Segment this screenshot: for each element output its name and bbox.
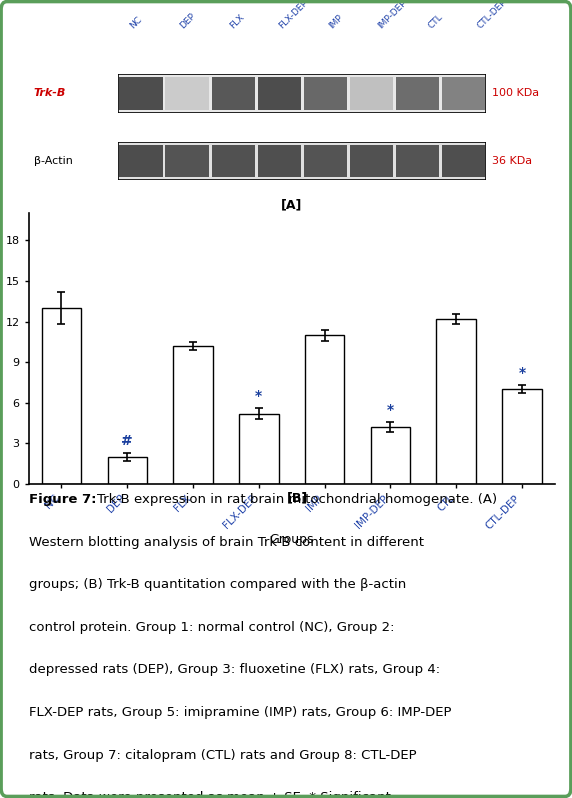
Text: [B]: [B]	[287, 492, 308, 504]
Text: [A]: [A]	[281, 199, 303, 211]
Bar	[239, 413, 279, 484]
Text: depressed rats (DEP), Group 3: fluoxetine (FLX) rats, Group 4:: depressed rats (DEP), Group 3: fluoxetin…	[29, 663, 440, 677]
Bar	[371, 427, 410, 484]
Text: IMP-DEP: IMP-DEP	[377, 0, 409, 30]
Text: *: *	[518, 365, 526, 380]
Text: CTL: CTL	[426, 12, 444, 30]
Text: 100 KDa: 100 KDa	[492, 89, 539, 98]
Text: IMP: IMP	[327, 13, 344, 30]
Text: rats, Group 7: citalopram (CTL) rats and Group 8: CTL-DEP: rats, Group 7: citalopram (CTL) rats and…	[29, 749, 416, 761]
Text: Trk-B: Trk-B	[34, 89, 66, 98]
Text: FLX-DEP: FLX-DEP	[277, 0, 310, 30]
Text: Western blotting analysis of brain Trk-B content in different: Western blotting analysis of brain Trk-B…	[29, 535, 424, 548]
Text: *: *	[255, 389, 263, 403]
Text: control protein. Group 1: normal control (NC), Group 2:: control protein. Group 1: normal control…	[29, 621, 394, 634]
Text: DEP: DEP	[178, 11, 197, 30]
Text: Figure 7:: Figure 7:	[29, 493, 96, 506]
Bar	[108, 457, 147, 484]
X-axis label: Groups: Groups	[269, 532, 314, 546]
Bar	[305, 335, 344, 484]
Bar	[42, 308, 81, 484]
Text: Trk-B expression in rat brain mitochondrial homogenate. (A): Trk-B expression in rat brain mitochondr…	[97, 493, 497, 506]
Text: FLX: FLX	[228, 12, 245, 30]
Text: FLX-DEP rats, Group 5: imipramine (IMP) rats, Group 6: IMP-DEP: FLX-DEP rats, Group 5: imipramine (IMP) …	[29, 706, 451, 719]
Text: #: #	[121, 433, 133, 448]
Text: CTL-DEP: CTL-DEP	[476, 0, 509, 30]
Text: 36 KDa: 36 KDa	[492, 156, 532, 166]
Bar	[502, 389, 542, 484]
Text: NC: NC	[129, 14, 144, 30]
Text: β-Actin: β-Actin	[34, 156, 73, 166]
Y-axis label: Reltive expression band density: Reltive expression band density	[0, 260, 1, 437]
Text: *: *	[387, 403, 394, 417]
Bar	[173, 346, 213, 484]
Text: groups; (B) Trk-B quantitation compared with the β-actin: groups; (B) Trk-B quantitation compared …	[29, 579, 406, 591]
Text: rats. Data were presented as mean ± SE. * Significant: rats. Data were presented as mean ± SE. …	[29, 792, 391, 798]
Bar	[436, 319, 476, 484]
